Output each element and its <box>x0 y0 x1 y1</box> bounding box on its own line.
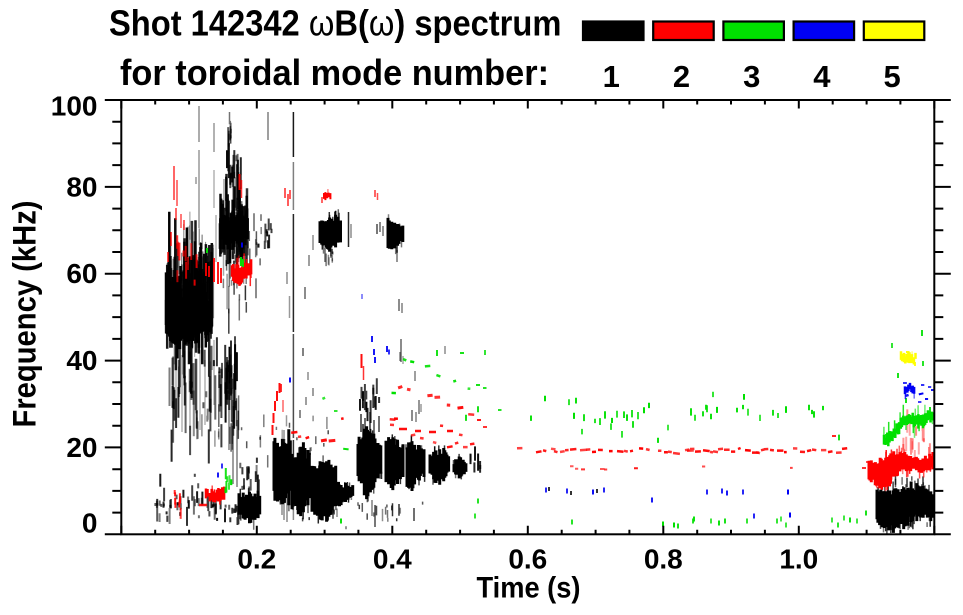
svg-text:5: 5 <box>883 59 900 94</box>
svg-text:1.0: 1.0 <box>779 544 818 575</box>
svg-text:0.2: 0.2 <box>237 544 276 575</box>
svg-text:0: 0 <box>82 508 98 539</box>
svg-text:0.4: 0.4 <box>373 544 412 575</box>
svg-text:for toroidal mode number:: for toroidal mode number: <box>120 52 549 93</box>
svg-text:80: 80 <box>66 171 97 202</box>
svg-text:40: 40 <box>66 345 97 376</box>
svg-text:Shot 142342 ωB(ω) spectrum: Shot 142342 ωB(ω) spectrum <box>109 4 561 44</box>
svg-text:100: 100 <box>51 90 98 121</box>
svg-text:20: 20 <box>66 432 97 463</box>
svg-text:4: 4 <box>813 59 831 94</box>
svg-text:0.8: 0.8 <box>644 544 683 575</box>
svg-text:60: 60 <box>66 258 97 289</box>
svg-text:Frequency (kHz): Frequency (kHz) <box>7 201 43 428</box>
svg-text:0.6: 0.6 <box>508 544 547 575</box>
svg-text:2: 2 <box>673 59 690 94</box>
svg-text:3: 3 <box>743 59 760 94</box>
svg-text:1: 1 <box>603 59 620 94</box>
svg-text:Time (s): Time (s) <box>477 572 581 605</box>
